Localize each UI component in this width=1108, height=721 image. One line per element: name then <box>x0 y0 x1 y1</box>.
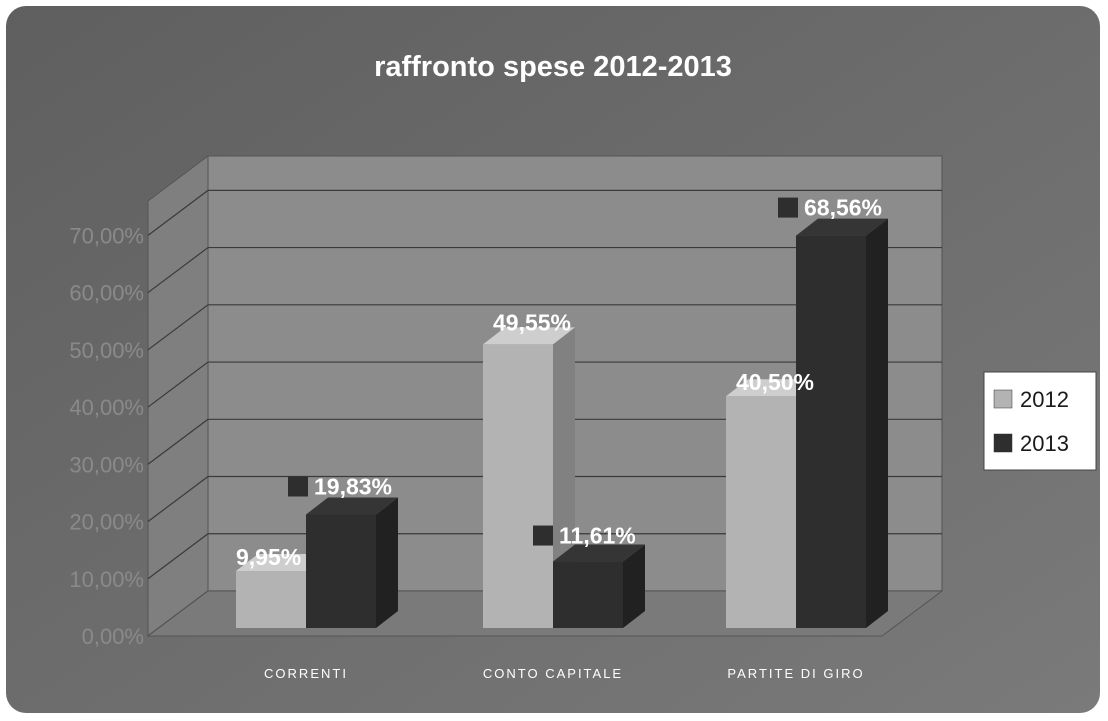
y-tick-label: 50,00% <box>69 338 144 363</box>
y-tick-label: 30,00% <box>69 452 144 477</box>
data-label: 49,55% <box>493 309 571 335</box>
bar-side <box>376 497 398 628</box>
x-tick-label: PARTITE DI GIRO <box>727 666 864 681</box>
legend-swatch-2013 <box>993 433 1013 453</box>
bar-2012-2 <box>726 396 796 628</box>
bar-2012-0 <box>236 571 306 628</box>
data-label: 40,50% <box>736 369 814 395</box>
legend-label-2012: 2012 <box>1020 387 1069 412</box>
chart-svg: raffronto spese 2012-2013 0,00% 10,00% 20,… <box>6 6 1100 713</box>
data-label: 68,56% <box>804 195 882 221</box>
bar-2013-1 <box>553 561 623 628</box>
chart-title: raffronto spese 2012-2013 <box>374 51 732 83</box>
bar-side <box>866 218 888 628</box>
chart-frame: raffronto spese 2012-2013 0,00% 10,00% 20,… <box>6 6 1100 713</box>
gridline-side <box>147 533 209 580</box>
bar-2012-1 <box>483 344 553 628</box>
bar-top <box>726 379 818 397</box>
plot-area: 0,00% 10,00% 20,00% 30,00% 40,00% 50,00% 60,00… <box>69 155 944 681</box>
y-tick-label: 60,00% <box>69 281 144 306</box>
bar-top <box>236 554 328 572</box>
data-label-key <box>778 197 798 218</box>
gridline-side <box>147 476 209 523</box>
data-label-key <box>288 476 308 497</box>
bar-top <box>483 327 575 345</box>
y-tick-label: 70,00% <box>69 223 144 248</box>
y-tick-label: 10,00% <box>69 567 144 592</box>
y-tick-label: 40,00% <box>69 395 144 420</box>
bar-top <box>553 544 645 562</box>
data-label: 19,83% <box>314 473 392 499</box>
gridline-side <box>147 189 209 236</box>
legend-swatch-2012 <box>993 389 1013 409</box>
bar-top <box>796 218 888 236</box>
y-tick-label: 20,00% <box>69 510 144 535</box>
legend: 2012 2013 <box>983 371 1097 471</box>
x-tick-label: CONTO CAPITALE <box>483 666 623 681</box>
x-tick-label: CORRENTI <box>264 666 348 681</box>
bar-top <box>306 497 398 515</box>
gridline-side <box>147 247 209 294</box>
bar-side <box>623 544 645 628</box>
legend-box <box>983 371 1097 471</box>
bar-2013-2 <box>796 235 866 628</box>
gridline-side <box>147 418 209 465</box>
gridline-side <box>147 304 209 351</box>
y-tick-label: 0,00% <box>82 624 144 649</box>
gridline-side <box>147 361 209 408</box>
data-label: 9,95% <box>236 544 301 570</box>
legend-label-2013: 2013 <box>1020 431 1069 456</box>
data-label-key <box>533 525 553 546</box>
data-label: 11,61% <box>559 523 636 549</box>
bar-2013-0 <box>306 514 376 628</box>
